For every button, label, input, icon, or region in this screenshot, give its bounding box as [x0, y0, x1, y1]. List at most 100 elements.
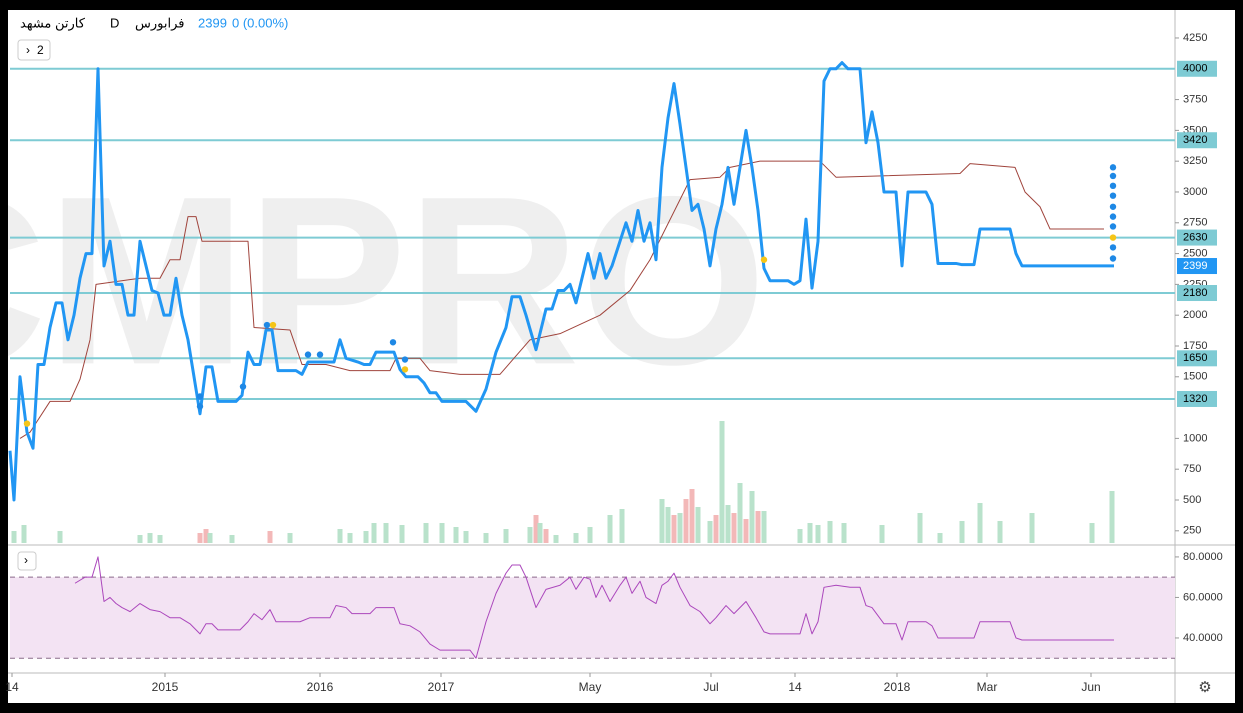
signal-dot [23, 420, 31, 427]
last-price-label: 2399 [1183, 260, 1207, 272]
signal-dot [760, 256, 768, 263]
volume-bar [537, 523, 543, 543]
volume-bar [197, 533, 203, 543]
signal-dot [196, 403, 204, 410]
volume-bar [383, 523, 389, 543]
volume-bar [807, 523, 813, 543]
volume-bar [607, 515, 613, 543]
volume-bar [797, 529, 803, 543]
signal-dot [401, 366, 409, 373]
volume-bar [503, 529, 509, 543]
level-label-box [1177, 350, 1217, 367]
chevron: › [26, 43, 30, 57]
volume-bar [707, 521, 713, 543]
y-tick-label: 3750 [1183, 93, 1207, 105]
volume-bar [959, 521, 965, 543]
volume-bar [1089, 523, 1095, 543]
y-tick-label: 4250 [1183, 32, 1207, 44]
signal-dot [1109, 192, 1117, 199]
volume-bar [671, 515, 677, 543]
volume-bar [573, 533, 579, 543]
signal-dot [269, 321, 277, 329]
settings-icon[interactable]: ⚙ [1198, 679, 1211, 696]
volume-bar [713, 515, 719, 543]
volume-bar [755, 511, 761, 543]
volume-bar [689, 489, 695, 543]
y-tick-label: 250 [1183, 525, 1201, 537]
volume-bar [815, 525, 821, 543]
y-tick-label: 2500 [1183, 247, 1207, 259]
exchange: فرابورس [135, 15, 184, 31]
volume-bar [977, 503, 983, 543]
volume-bar [683, 499, 689, 543]
level-label: 3420 [1183, 134, 1207, 146]
x-tick-label: May [579, 680, 602, 694]
signal-dot [1109, 223, 1117, 230]
volume-bar [749, 491, 755, 543]
volume-bar [439, 523, 445, 543]
volume-bar [147, 533, 153, 543]
volume-bar [997, 521, 1003, 543]
volume-bar [659, 499, 665, 543]
y-tick-label: 500 [1183, 494, 1201, 506]
volume-bar [11, 531, 17, 543]
level-label-box [1177, 390, 1217, 407]
y-tick-label: 1000 [1183, 432, 1207, 444]
signal-dot [304, 351, 312, 358]
signal-dot [1109, 213, 1117, 220]
volume-bar [137, 535, 143, 543]
rsi-line [74, 556, 1114, 659]
signal-dot [1109, 203, 1117, 210]
volume-bar [743, 519, 749, 543]
volume-bar [543, 529, 549, 543]
y-tick-label: 1750 [1183, 340, 1207, 352]
volume-bar [267, 531, 273, 543]
button-count[interactable]: 2 [37, 43, 44, 57]
signal-dot [1109, 182, 1117, 190]
volume-bar [677, 513, 683, 543]
volume-bar [347, 533, 353, 543]
signal-dot [1109, 172, 1117, 180]
volume-bar [207, 533, 213, 543]
level-label-box [1177, 229, 1217, 246]
collapse-button[interactable] [17, 39, 51, 61]
x-tick-label: 14 [788, 680, 802, 694]
volume-bar [533, 515, 539, 543]
volume-bar [937, 533, 943, 543]
volume-bar [917, 513, 923, 543]
volume-bar [371, 523, 377, 543]
volume-bar [619, 509, 625, 543]
x-tick-label: 14 [5, 680, 19, 694]
volume-bar [841, 523, 847, 543]
volume-bar [665, 507, 671, 543]
volume-bar [463, 531, 469, 543]
y-tick-label: 2750 [1183, 217, 1207, 229]
level-label: 2630 [1183, 231, 1207, 243]
volume-bar [827, 521, 833, 543]
volume-bar [553, 535, 559, 543]
volume-bar [453, 527, 459, 543]
volume-bar [725, 505, 731, 543]
signal-dot [401, 356, 409, 363]
rsi-collapse[interactable] [17, 551, 37, 571]
level-label-box [1177, 132, 1217, 149]
signal-dot [263, 321, 271, 329]
last-price-box [1177, 258, 1217, 275]
level-label: 1650 [1183, 352, 1207, 364]
volume-bar [157, 535, 163, 543]
volume-bar [337, 529, 343, 543]
volume-bar [399, 525, 405, 543]
interval: D [110, 15, 119, 30]
signal-dot [389, 339, 397, 346]
volume-bar [229, 535, 235, 543]
volume-bar [719, 421, 725, 543]
x-tick-label: 2017 [428, 680, 455, 694]
chevron: › [24, 553, 28, 567]
level-label-box [1177, 285, 1217, 302]
signal-dot [316, 351, 324, 358]
price-line [8, 61, 1114, 502]
volume-bar [363, 531, 369, 543]
volume-bar [57, 531, 63, 543]
y-tick-label: 40.0000 [1183, 632, 1223, 644]
symbol-name: کارتن مشهد [20, 15, 86, 31]
